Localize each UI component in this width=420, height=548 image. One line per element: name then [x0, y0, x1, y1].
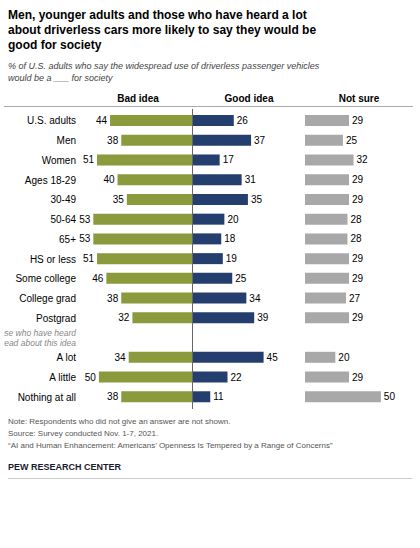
svg-text:37: 37 — [254, 135, 266, 146]
svg-text:65+: 65+ — [59, 234, 76, 245]
svg-text:29: 29 — [352, 253, 364, 264]
html-text:“AI and Human Enhancement: Ame: “AI and Human Enhancement: Americans’ Op… — [8, 441, 333, 450]
svg-text:25: 25 — [346, 135, 358, 146]
svg-text:31: 31 — [245, 174, 257, 185]
html-text:Source: Survey conducted Nov.: Source: Survey conducted Nov. 1-7, 2021. — [8, 429, 159, 438]
svg-text:40: 40 — [103, 174, 115, 185]
svg-text:44: 44 — [96, 115, 108, 126]
svg-text:28: 28 — [350, 214, 362, 225]
svg-text:50: 50 — [85, 372, 97, 383]
svg-text:34: 34 — [249, 293, 261, 304]
svg-text:38: 38 — [107, 135, 119, 146]
svg-text:Men: Men — [57, 135, 76, 146]
svg-text:29: 29 — [352, 273, 364, 284]
svg-text:50-64: 50-64 — [50, 214, 76, 225]
svg-text:19: 19 — [226, 253, 238, 264]
svg-text:17: 17 — [223, 154, 235, 165]
svg-text:35: 35 — [113, 194, 125, 205]
svg-text:53: 53 — [79, 233, 91, 244]
svg-text:22: 22 — [231, 372, 243, 383]
html-text:Bad idea: Bad idea — [117, 93, 159, 104]
svg-text:39: 39 — [257, 312, 269, 323]
svg-text:32: 32 — [357, 154, 369, 165]
svg-text:34: 34 — [115, 352, 127, 363]
svg-text:50: 50 — [384, 391, 396, 402]
html-text:Good idea: Good idea — [224, 93, 274, 104]
svg-text:A little: A little — [49, 372, 76, 383]
svg-text:11: 11 — [213, 391, 224, 402]
svg-text:28: 28 — [350, 233, 362, 244]
html-text:Men, younger adults and those: Men, younger adults and those who have h… — [8, 8, 317, 52]
html-text:% of U.S. adults who say the w: % of U.S. adults who say the widespread … — [8, 61, 320, 83]
svg-text:29: 29 — [352, 312, 364, 323]
svg-text:30-49: 30-49 — [50, 194, 76, 205]
svg-text:35: 35 — [251, 194, 263, 205]
svg-text:Nothing at all: Nothing at all — [18, 392, 76, 403]
svg-text:A lot: A lot — [57, 352, 77, 363]
svg-text:18: 18 — [224, 233, 236, 244]
svg-text:38: 38 — [107, 293, 119, 304]
svg-text:Among those who have heardor r: Among those who have heardor read about … — [8, 328, 76, 348]
svg-text:27: 27 — [349, 293, 361, 304]
html-text:Note: Respondents who did not: Note: Respondents who did not give an an… — [8, 417, 231, 426]
svg-text:29: 29 — [352, 194, 364, 205]
svg-text:53: 53 — [79, 214, 91, 225]
svg-text:51: 51 — [83, 154, 95, 165]
svg-text:Some college: Some college — [15, 273, 76, 284]
svg-text:29: 29 — [352, 372, 364, 383]
svg-text:20: 20 — [227, 214, 239, 225]
svg-text:U.S. adults: U.S. adults — [27, 115, 76, 126]
svg-text:25: 25 — [235, 273, 247, 284]
svg-text:32: 32 — [118, 312, 130, 323]
svg-text:29: 29 — [352, 115, 364, 126]
html-text:Not sure: Not sure — [338, 93, 380, 104]
svg-text:HS or less: HS or less — [30, 254, 76, 265]
html-text:PEW RESEARCH CENTER: PEW RESEARCH CENTER — [8, 462, 121, 472]
svg-text:46: 46 — [92, 273, 104, 284]
svg-text:20: 20 — [338, 352, 350, 363]
svg-text:38: 38 — [107, 391, 119, 402]
svg-text:29: 29 — [352, 174, 364, 185]
svg-text:Ages 18-29: Ages 18-29 — [25, 175, 77, 186]
svg-text:26: 26 — [237, 115, 249, 126]
svg-text:51: 51 — [83, 253, 95, 264]
svg-text:45: 45 — [267, 352, 279, 363]
svg-text:College grad: College grad — [19, 293, 76, 304]
svg-text:Women: Women — [42, 155, 76, 166]
svg-text:Postgrad: Postgrad — [36, 313, 76, 324]
